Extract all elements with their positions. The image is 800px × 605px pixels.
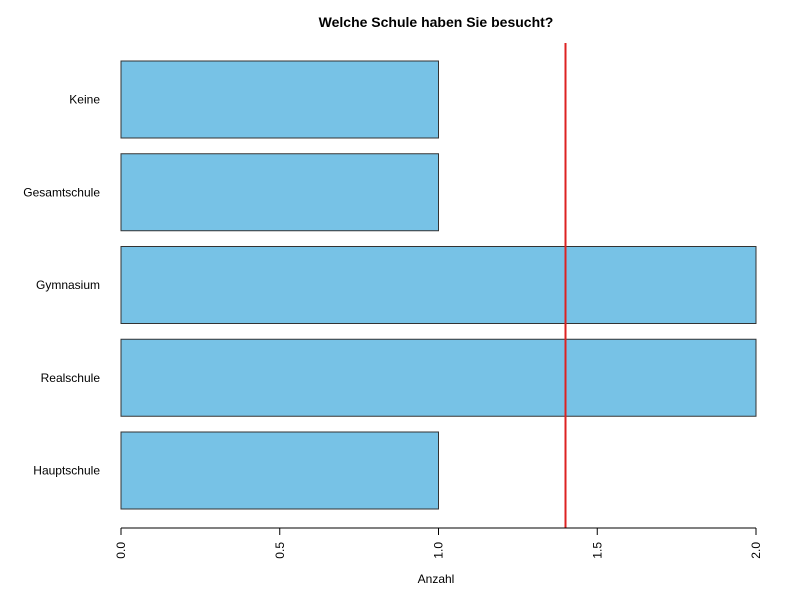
bars-layer [120, 60, 757, 510]
x-tick-label: 1.5 [590, 542, 604, 559]
category-label-hauptschule: Hauptschule [33, 464, 100, 478]
x-tick-label: 1.0 [432, 542, 446, 559]
chart-title: Welche Schule haben Sie besucht? [319, 14, 554, 30]
x-tick-label: 0.0 [114, 542, 128, 559]
x-axis: 0.0 0.5 1.0 1.5 2.0 [114, 527, 763, 559]
category-label-keine: Keine [69, 93, 100, 107]
x-axis-label: Anzahl [418, 572, 455, 586]
category-label-gesamtschule: Gesamtschule [23, 185, 100, 199]
x-tick-label: 0.5 [273, 542, 287, 559]
bar-keine [120, 60, 439, 139]
category-label-gymnasium: Gymnasium [36, 278, 100, 292]
category-labels: Hauptschule Realschule Gymnasium Gesamtschu… [23, 93, 100, 478]
bar-realschule [120, 338, 757, 417]
bar-hauptschule [120, 431, 439, 510]
bar-gesamtschule [120, 153, 439, 232]
x-tick-label: 2.0 [749, 542, 763, 559]
category-label-realschule: Realschule [41, 371, 101, 385]
bar-gymnasium [120, 246, 757, 324]
